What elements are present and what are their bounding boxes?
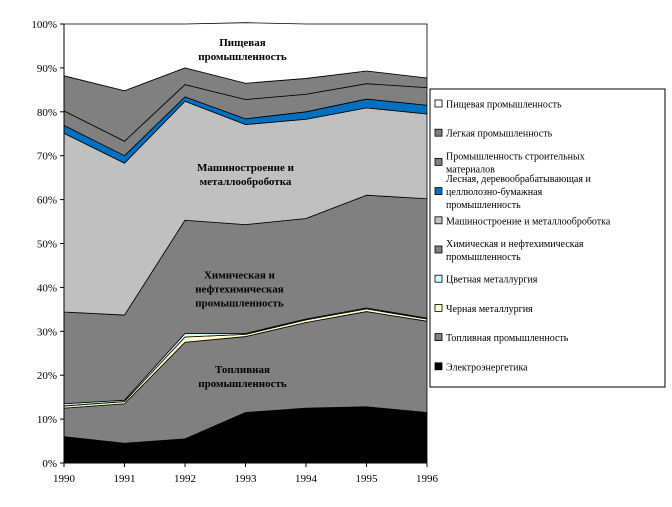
y-tick-label: 60% <box>37 195 57 207</box>
legend-label: Цветная металлургия <box>446 275 538 286</box>
series-areas <box>63 22 428 464</box>
legend-swatch <box>434 157 443 166</box>
legend-swatch <box>434 216 443 225</box>
legend-label: Черная металлургия <box>446 304 533 315</box>
legend-swatch <box>434 187 443 196</box>
x-tick-label: 1994 <box>295 473 318 485</box>
y-tick-label: 50% <box>37 239 57 251</box>
legend-swatch <box>434 128 443 137</box>
area-annotation: Топливная промышленность <box>198 364 287 390</box>
area-annotation: Машиностроение и металлооброботка <box>197 162 295 188</box>
legend-label: Легкая промышленность <box>446 129 553 140</box>
legend-frame <box>429 88 666 388</box>
legend-swatch <box>434 333 443 342</box>
x-axis-ticks: 1990 1991 1992 1993 1994 1995 1996 <box>53 463 439 485</box>
legend-swatch <box>434 245 443 254</box>
legend-label: Промышленность строительных материалов <box>446 151 585 175</box>
y-tick-label: 90% <box>37 63 57 75</box>
x-tick-label: 1991 <box>114 473 136 485</box>
legend-swatch <box>434 303 443 312</box>
legend-label: Топливная промышленность <box>446 333 569 344</box>
y-tick-label: 10% <box>37 414 57 426</box>
legend-swatch <box>434 99 443 108</box>
legend-label: Электроэнергетика <box>446 362 528 373</box>
legend-label: Машиностроение и металлооброботка <box>446 216 611 227</box>
y-tick-label: 70% <box>37 151 57 163</box>
y-tick-label: 80% <box>37 107 57 119</box>
x-tick-label: 1993 <box>235 473 258 485</box>
legend-label: Пищевая промышленность <box>446 100 562 111</box>
area-annotations: Пищевая промышленность Машиностроение и мет… <box>195 37 294 390</box>
x-tick-label: 1996 <box>416 473 439 485</box>
y-tick-label: 0% <box>42 458 57 470</box>
legend: Пищевая промышленность Легкая промышленно… <box>429 88 666 388</box>
area-annotation: Пищевая промышленность <box>198 37 287 63</box>
y-axis-ticks: 0% 10% 20% 30% 40% 50% 60% 70% 80% 90% 100% <box>31 19 64 470</box>
y-tick-label: 40% <box>37 282 57 294</box>
area-annotation: Химическая и нефтехимическая промышленност… <box>195 270 284 310</box>
legend-label: Химическая и нефтехимическая промышленнос… <box>446 239 584 263</box>
legend-swatch <box>434 362 443 371</box>
x-tick-label: 1992 <box>174 473 196 485</box>
x-tick-label: 1995 <box>356 473 379 485</box>
legend-swatch <box>434 274 443 283</box>
x-tick-label: 1990 <box>53 473 76 485</box>
y-tick-label: 30% <box>37 326 57 338</box>
y-tick-label: 20% <box>37 370 57 382</box>
y-tick-label: 100% <box>31 19 57 31</box>
legend-label: Лесная, деревообрабатывающая и целлюлозно… <box>446 174 591 211</box>
series-area-9 <box>63 22 428 92</box>
